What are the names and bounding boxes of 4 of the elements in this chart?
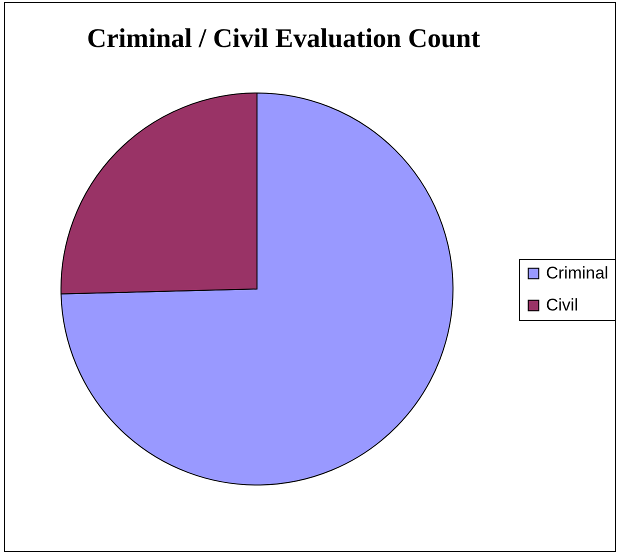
pie-slice	[60, 92, 454, 486]
chart-title: Criminal / Civil Evaluation Count	[87, 23, 480, 53]
legend-label: Criminal	[546, 264, 608, 282]
legend-label: Civil	[546, 296, 578, 314]
